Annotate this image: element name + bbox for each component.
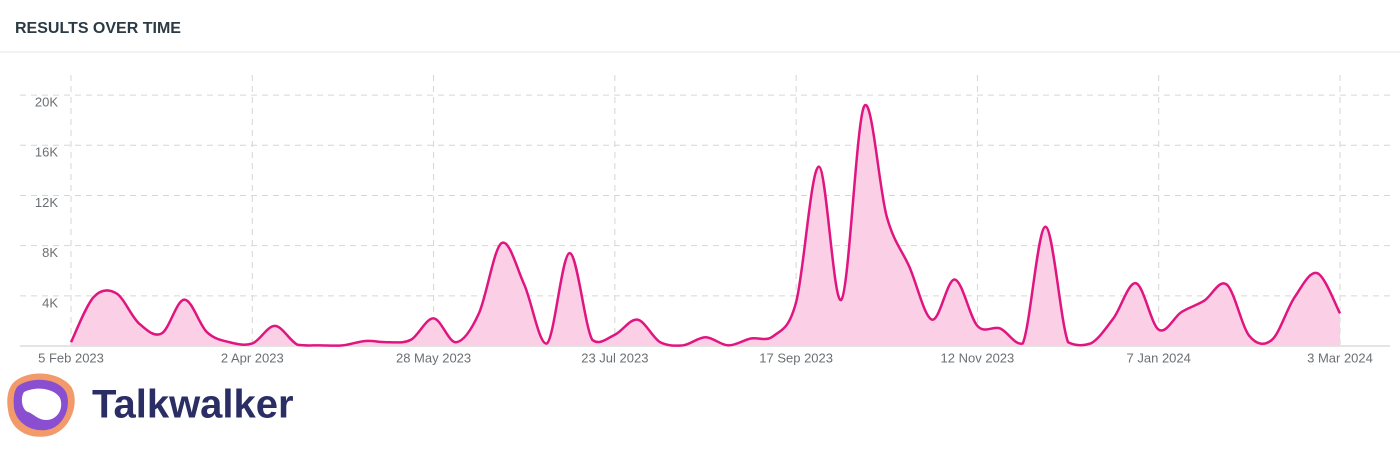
- logo-text: Talkwalker: [92, 383, 294, 427]
- x-tick-label: 2 Apr 2023: [221, 350, 284, 365]
- y-tick-label: 16K: [35, 145, 58, 160]
- x-tick-label: 17 Sep 2023: [759, 350, 833, 365]
- x-tick-label: 3 Mar 2024: [1307, 350, 1373, 365]
- y-tick-label: 8K: [42, 245, 58, 260]
- x-tick-label: 28 May 2023: [396, 350, 471, 365]
- x-tick-label: 7 Jan 2024: [1127, 350, 1191, 365]
- logo-icon-inner: [21, 388, 62, 420]
- y-tick-label: 4K: [42, 295, 58, 310]
- x-tick-label: 5 Feb 2023: [38, 350, 104, 365]
- y-tick-label: 12K: [35, 195, 58, 210]
- y-tick-label: 20K: [35, 95, 58, 110]
- logo: Talkwalker: [7, 373, 294, 437]
- panel-title: RESULTS OVER TIME: [15, 20, 181, 37]
- x-tick-label: 23 Jul 2023: [581, 350, 648, 365]
- line: [69, 103, 1342, 347]
- x-tick-label: 12 Nov 2023: [941, 350, 1015, 365]
- area-fill: [71, 105, 1340, 347]
